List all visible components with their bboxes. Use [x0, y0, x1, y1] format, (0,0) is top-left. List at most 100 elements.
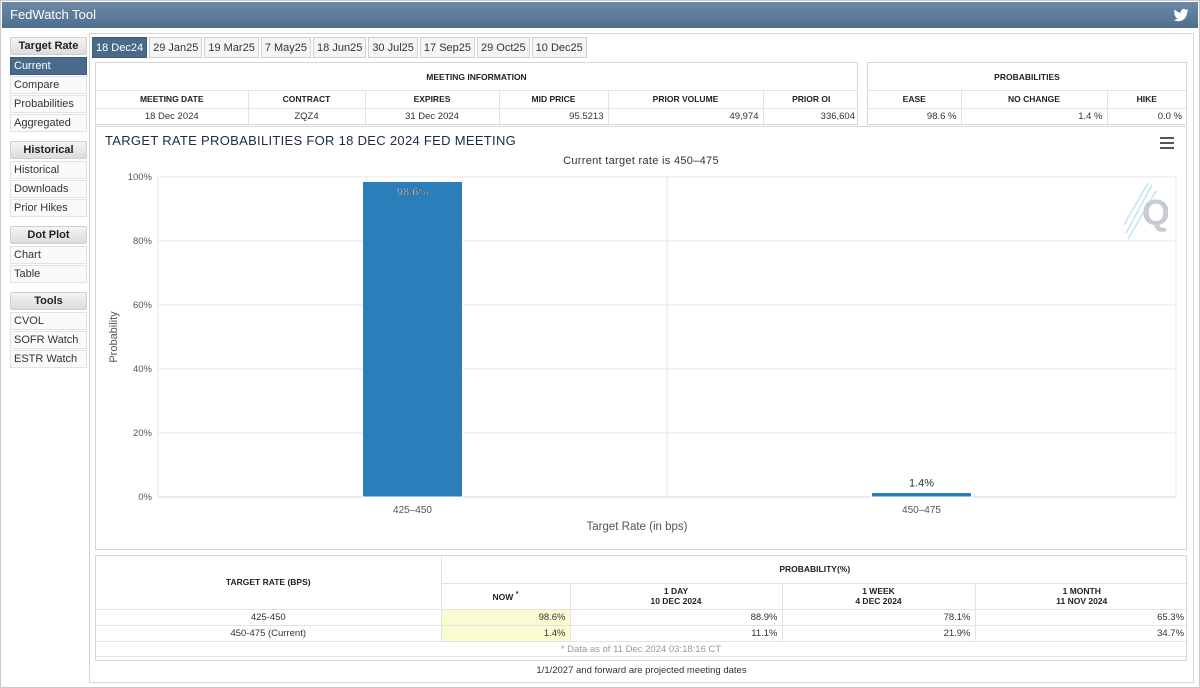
- ease-value: 98.6 %: [868, 108, 962, 124]
- twitter-icon[interactable]: [1172, 6, 1190, 24]
- prob-col-header-day: 1 DAY 10 DEC 2024: [570, 583, 783, 610]
- meeting-date-value: 18 Dec 2024: [96, 108, 249, 124]
- main-content: 18 Dec24 29 Jan25 19 Mar25 7 May25 18 Jun25 3…: [89, 33, 1194, 683]
- y-tick-label: 100%: [128, 172, 153, 183]
- y-tick-label: 40%: [133, 364, 153, 375]
- chart-subtitle: Current target rate is 450–475: [563, 155, 719, 167]
- cme-q-watermark-icon: Q: [1123, 182, 1168, 240]
- prob-col-date: 10 DEC 2024: [650, 596, 702, 606]
- sidebar-item-compare[interactable]: Compare: [10, 76, 87, 94]
- title-bar: FedWatch Tool: [2, 2, 1198, 28]
- probability-week-cell: 21.9%: [782, 625, 976, 642]
- sidebar-item-cvol[interactable]: CVOL: [10, 312, 87, 330]
- probability-day-cell: 88.9%: [570, 609, 783, 626]
- bar: [871, 492, 972, 498]
- tab-17-sep25[interactable]: 17 Sep25: [419, 37, 476, 58]
- sidebar-heading-dot-plot: Dot Plot: [10, 226, 87, 244]
- header-target-rate-bps: TARGET RATE (BPS): [96, 556, 442, 610]
- header-mid-price: MID PRICE: [499, 91, 609, 109]
- probability-now-cell: 1.4%: [441, 625, 571, 642]
- bar: [362, 180, 463, 498]
- data-label: 98.6%: [397, 186, 428, 198]
- projected-dates-note: 1/1/2027 and forward are projected meeti…: [536, 665, 747, 676]
- prob-col-header-week: 1 WEEK 4 DEC 2024: [782, 583, 976, 610]
- sidebar-heading-historical: Historical: [10, 141, 87, 159]
- watermark-letter: Q: [1142, 192, 1168, 233]
- hike-value: 0.0 %: [1157, 110, 1182, 122]
- chart-title: TARGET RATE PROBABILITIES FOR 18 DEC 202…: [105, 133, 517, 148]
- probability-month-cell: 65.3%: [975, 609, 1189, 626]
- sidebar-item-historical[interactable]: Historical: [10, 161, 87, 179]
- y-tick-label: 20%: [133, 428, 153, 439]
- tab-18-jun25[interactable]: 18 Jun25: [313, 37, 367, 58]
- x-axis-title: Target Rate (in bps): [587, 521, 688, 533]
- header-probability: PROBABILITY(%): [441, 556, 1189, 584]
- mid-price-value: 95.5213: [499, 108, 609, 124]
- header-prior-oi: PRIOR OI: [763, 91, 859, 109]
- sidebar-item-aggregated[interactable]: Aggregated: [10, 114, 87, 132]
- x-tick-label: 450–475: [902, 505, 941, 516]
- probabilities-panel: PROBABILITIES EASE NO CHANGE HIKE 98.6 %…: [867, 62, 1187, 125]
- probability-month-cell: 34.7%: [975, 625, 1189, 642]
- target-rate-cell: 450-475 (Current): [96, 625, 442, 642]
- prob-col-header-month: 1 MONTH 11 NOV 2024: [975, 583, 1189, 610]
- tab-18-dec24[interactable]: 18 Dec24: [92, 37, 148, 58]
- prob-col-date: 11 NOV 2024: [1056, 596, 1108, 606]
- app-title: FedWatch Tool: [10, 7, 96, 22]
- probability-table-panel: TARGET RATE (BPS) PROBABILITY(%) NOW * 1 …: [95, 555, 1189, 661]
- sidebar-item-sofr-watch[interactable]: SOFR Watch: [10, 331, 87, 349]
- meeting-tabs: 18 Dec24 29 Jan25 19 Mar25 7 May25 18 Jun25 3…: [92, 37, 589, 59]
- sidebar-item-current[interactable]: Current: [10, 57, 87, 75]
- sidebar: Target Rate Current Compare Probabilities Ag…: [10, 37, 87, 369]
- header-contract: CONTRACT: [248, 91, 366, 109]
- meeting-information-heading: MEETING INFORMATION: [96, 63, 857, 91]
- prob-col-label: 1 WEEK: [862, 586, 895, 596]
- y-axis-title: Probability: [108, 311, 120, 363]
- y-tick-label: 60%: [133, 300, 153, 311]
- sidebar-item-prior-hikes[interactable]: Prior Hikes: [10, 199, 87, 217]
- prior-oi-value: 336,604: [820, 110, 855, 122]
- prob-col-label: 1 DAY: [663, 586, 689, 596]
- header-no-change: NO CHANGE: [961, 91, 1108, 109]
- tab-10-dec25[interactable]: 10 Dec25: [531, 37, 587, 58]
- prob-col-label: 1 MONTH: [1062, 586, 1101, 596]
- sidebar-heading-tools: Tools: [10, 292, 87, 310]
- probability-day-cell: 11.1%: [570, 625, 783, 642]
- sidebar-item-table[interactable]: Table: [10, 265, 87, 283]
- probability-week-cell: 78.1%: [782, 609, 976, 626]
- header-prior-volume: PRIOR VOLUME: [608, 91, 764, 109]
- hamburger-menu-icon[interactable]: [1160, 137, 1174, 149]
- prob-col-footnote-marker: *: [515, 590, 519, 598]
- target-rate-cell: 425-450: [96, 609, 442, 626]
- sidebar-item-downloads[interactable]: Downloads: [10, 180, 87, 198]
- header-hike: HIKE: [1107, 91, 1186, 109]
- meeting-information-panel: MEETING INFORMATION MEETING DATE CONTRAC…: [95, 62, 859, 125]
- prob-col-header-now: NOW *: [441, 583, 571, 610]
- expires-value: 31 Dec 2024: [365, 108, 500, 124]
- y-tick-label: 0%: [138, 492, 152, 503]
- sidebar-heading-target-rate: Target Rate: [10, 37, 87, 55]
- data-timestamp-note: * Data as of 11 Dec 2024 03:18:16 CT: [96, 642, 1186, 657]
- header-meeting-date: MEETING DATE: [96, 91, 249, 109]
- y-tick-label: 80%: [133, 236, 153, 247]
- prior-volume-value: 49,974: [608, 108, 764, 124]
- tab-7-may25[interactable]: 7 May25: [260, 37, 312, 58]
- sidebar-item-probabilities[interactable]: Probabilities: [10, 95, 87, 113]
- data-label: 1.4%: [909, 478, 934, 490]
- sidebar-item-estr-watch[interactable]: ESTR Watch: [10, 350, 87, 368]
- tab-29-jan25[interactable]: 29 Jan25: [149, 37, 203, 58]
- tab-29-oct25[interactable]: 29 Oct25: [477, 37, 530, 58]
- target-rate-chart: 0% 20% 40% 60% 80% 100% 98.6% 425–450 1.4% 450–47…: [108, 172, 1177, 533]
- table-row: 425-450 98.6% 88.9% 78.1% 65.3%: [96, 609, 1189, 626]
- probabilities-heading: PROBABILITIES: [868, 63, 1186, 91]
- sidebar-item-chart[interactable]: Chart: [10, 246, 87, 264]
- prob-col-date: 4 DEC 2024: [855, 596, 902, 606]
- tab-19-mar25[interactable]: 19 Mar25: [204, 37, 259, 58]
- probability-now-cell: 98.6%: [441, 609, 571, 626]
- table-row: 450-475 (Current) 1.4% 11.1% 21.9% 34.7%: [96, 625, 1189, 642]
- contract-value: ZQZ4: [248, 108, 366, 124]
- no-change-value: 1.4 %: [961, 108, 1108, 124]
- tab-30-jul25[interactable]: 30 Jul25: [368, 37, 418, 58]
- header-expires: EXPIRES: [365, 91, 500, 109]
